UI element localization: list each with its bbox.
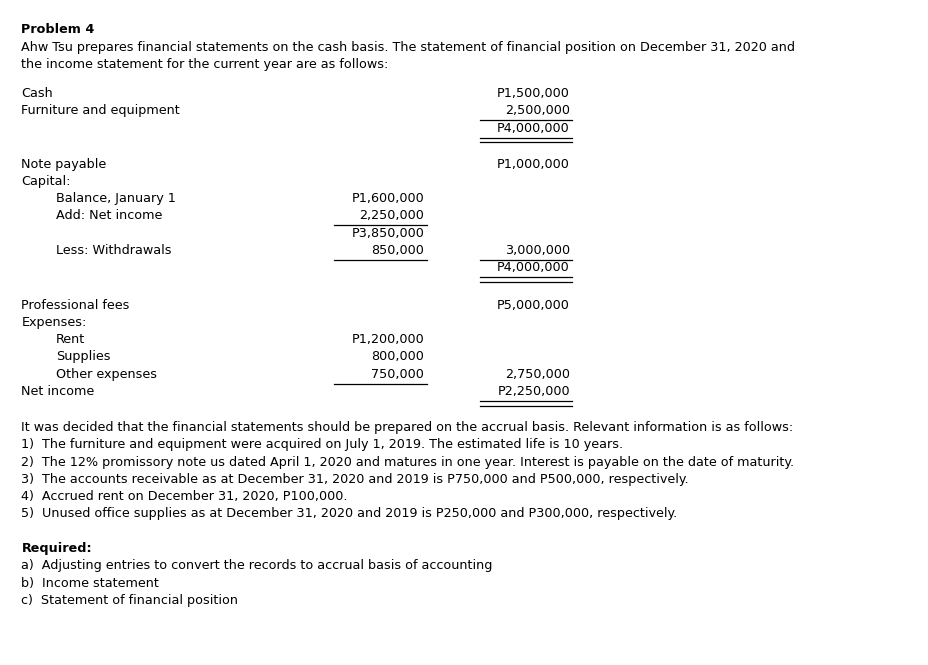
Text: P2,250,000: P2,250,000 <box>496 385 569 398</box>
Text: 800,000: 800,000 <box>371 350 424 364</box>
Text: 2)  The 12% promissory note us dated April 1, 2020 and matures in one year. Inte: 2) The 12% promissory note us dated Apri… <box>21 456 793 469</box>
Text: 5)  Unused office supplies as at December 31, 2020 and 2019 is P250,000 and P300: 5) Unused office supplies as at December… <box>21 507 677 521</box>
Text: P3,850,000: P3,850,000 <box>351 227 424 240</box>
Text: Note payable: Note payable <box>21 158 107 171</box>
Text: Cash: Cash <box>21 87 53 100</box>
Text: Supplies: Supplies <box>56 350 110 364</box>
Text: Expenses:: Expenses: <box>21 316 86 329</box>
Text: Other expenses: Other expenses <box>56 368 157 381</box>
Text: Professional fees: Professional fees <box>21 299 130 312</box>
Text: Problem 4: Problem 4 <box>21 23 95 37</box>
Text: c)  Statement of financial position: c) Statement of financial position <box>21 594 238 607</box>
Text: a)  Adjusting entries to convert the records to accrual basis of accounting: a) Adjusting entries to convert the reco… <box>21 559 492 573</box>
Text: 3,000,000: 3,000,000 <box>504 244 569 257</box>
Text: 750,000: 750,000 <box>371 368 424 381</box>
Text: It was decided that the financial statements should be prepared on the accrual b: It was decided that the financial statem… <box>21 421 793 434</box>
Text: Furniture and equipment: Furniture and equipment <box>21 104 180 118</box>
Text: P1,200,000: P1,200,000 <box>351 333 424 346</box>
Text: P1,000,000: P1,000,000 <box>496 158 569 171</box>
Text: 3)  The accounts receivable as at December 31, 2020 and 2019 is P750,000 and P50: 3) The accounts receivable as at Decembe… <box>21 473 689 486</box>
Text: P1,600,000: P1,600,000 <box>351 192 424 205</box>
Text: 2,250,000: 2,250,000 <box>359 209 424 223</box>
Text: Rent: Rent <box>56 333 84 346</box>
Text: Balance, January 1: Balance, January 1 <box>56 192 175 205</box>
Text: b)  Income statement: b) Income statement <box>21 577 159 590</box>
Text: the income statement for the current year are as follows:: the income statement for the current yea… <box>21 58 389 71</box>
Text: P4,000,000: P4,000,000 <box>496 261 569 275</box>
Text: 850,000: 850,000 <box>371 244 424 257</box>
Text: Net income: Net income <box>21 385 95 398</box>
Text: P5,000,000: P5,000,000 <box>496 299 569 312</box>
Text: Add: Net income: Add: Net income <box>56 209 161 223</box>
Text: Less: Withdrawals: Less: Withdrawals <box>56 244 171 257</box>
Text: P4,000,000: P4,000,000 <box>496 122 569 135</box>
Text: Capital:: Capital: <box>21 175 71 188</box>
Text: 4)  Accrued rent on December 31, 2020, P100,000.: 4) Accrued rent on December 31, 2020, P1… <box>21 490 348 503</box>
Text: Ahw Tsu prepares financial statements on the cash basis. The statement of financ: Ahw Tsu prepares financial statements on… <box>21 41 794 54</box>
Text: 1)  The furniture and equipment were acquired on July 1, 2019. The estimated lif: 1) The furniture and equipment were acqu… <box>21 438 623 452</box>
Text: 2,750,000: 2,750,000 <box>504 368 569 381</box>
Text: P1,500,000: P1,500,000 <box>496 87 569 100</box>
Text: 2,500,000: 2,500,000 <box>504 104 569 118</box>
Text: Required:: Required: <box>21 542 92 555</box>
